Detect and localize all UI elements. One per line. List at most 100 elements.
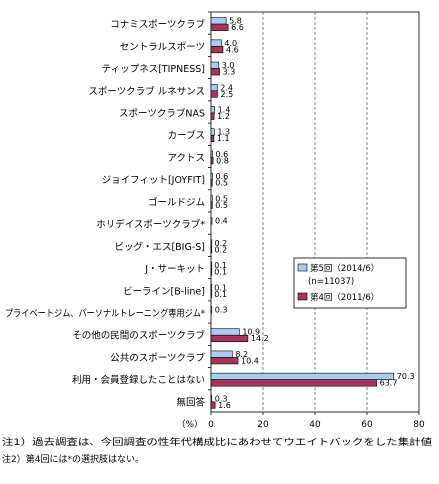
category-label: プライベートジム、パーソナルトレーニング専用ジム* <box>5 308 205 320</box>
category-label: スポーツクラブNAS <box>119 108 205 120</box>
x-tick-label: 20 <box>257 420 269 430</box>
bar-series-2 <box>210 401 216 409</box>
category-label: ホリデイスポーツクラブ* <box>96 219 205 231</box>
value-label: 0.1 <box>214 290 227 299</box>
value-label: 0.1 <box>214 268 227 277</box>
value-label: 14.2 <box>251 334 269 343</box>
value-label: 10.9 <box>242 328 260 337</box>
value-label: 1.1 <box>217 134 230 143</box>
value-label: 0.1 <box>214 261 227 270</box>
value-label: 1.3 <box>217 128 230 137</box>
category-label: アクトス <box>167 153 205 164</box>
category-label: 公共のスポーツクラブ <box>110 352 205 364</box>
value-label: 8.2 <box>235 350 248 359</box>
bar-series-2 <box>210 134 215 143</box>
x-tick-label: 80 <box>413 420 425 430</box>
value-label: 0.2 <box>215 245 228 254</box>
bar-series-2 <box>210 379 377 387</box>
bar-series-1 <box>210 350 233 358</box>
axes <box>208 11 420 415</box>
bar-series-2 <box>210 201 213 209</box>
bar-series-2 <box>210 68 220 76</box>
x-unit-label: （%） <box>176 419 203 430</box>
legend-swatch-series-2 <box>297 292 308 301</box>
value-label: 70.3 <box>397 372 415 381</box>
x-tick-label: 40 <box>309 420 321 430</box>
tick-labels: 0 20 40 60 80 <box>208 420 425 430</box>
value-label: 4.6 <box>226 45 239 54</box>
category-label: 無回答 <box>176 396 205 408</box>
value-label: 2.5 <box>221 90 234 99</box>
value-labels: 5.86.64.04.63.03.32.42.51.41.21.31.10.60… <box>214 17 414 410</box>
value-label: 0.3 <box>215 306 228 315</box>
value-label: 5.8 <box>229 17 242 26</box>
value-label: 0.6 <box>216 150 229 159</box>
value-label: 1.4 <box>218 106 231 115</box>
value-label: 1.6 <box>218 401 231 410</box>
category-label: コナミスポーツクラブ <box>110 19 205 31</box>
bar-series-1 <box>210 306 213 314</box>
bar-series-1 <box>210 17 227 25</box>
value-label: 1.2 <box>217 112 230 121</box>
bar-series-1 <box>210 83 218 92</box>
bar-series-1 <box>210 217 213 225</box>
value-label: 63.7 <box>380 379 398 388</box>
category-label: カーブス <box>168 130 205 142</box>
legend-box <box>293 257 407 309</box>
value-label: 0.1 <box>214 283 227 292</box>
category-label: ジョイフィット[JOYFIT] <box>102 175 205 186</box>
category-label: スポーツクラブ ルネサンス <box>88 85 205 97</box>
category-label: その他の民間のスポーツクラブ <box>72 330 205 342</box>
category-label: ティップネス[TIPNESS] <box>102 64 205 75</box>
value-label: 4.0 <box>224 39 237 48</box>
value-label: 0.4 <box>215 217 228 226</box>
value-label: 10.4 <box>241 356 259 365</box>
bar-series-1 <box>210 239 213 247</box>
legend-label-series-2: 第4回（2011/6） <box>310 292 379 303</box>
bar-series-2 <box>210 90 218 98</box>
bar-series-1 <box>210 328 240 336</box>
bar-series-2 <box>210 334 249 343</box>
bar-series-1 <box>210 372 395 380</box>
bar-series-1 <box>210 39 222 47</box>
bar-series-2 <box>210 157 214 165</box>
bar-series-1 <box>210 283 213 292</box>
value-label: 6.6 <box>231 23 244 32</box>
bar-series-1 <box>210 61 220 69</box>
value-label: 3.3 <box>223 68 236 77</box>
x-tick-label: 0 <box>208 420 214 430</box>
bar-series-2 <box>210 46 224 54</box>
value-label: 0.5 <box>215 201 228 210</box>
value-label: 0.5 <box>215 179 228 188</box>
footnote-1: 注1）過去調査は、今回調査の性年代構成比にあわせてウエイトバックをした集計値 <box>2 436 432 448</box>
bar-series-1 <box>210 395 213 403</box>
value-label: 0.2 <box>215 239 228 248</box>
legend-label-series-1: 第5回（2014/6） <box>310 263 379 274</box>
bars <box>210 17 395 409</box>
category-label: セントラルスポーツ <box>120 42 205 53</box>
category-label: ビーライン[B-line] <box>123 286 205 297</box>
bar-series-1 <box>210 128 215 136</box>
bar-series-2 <box>210 23 229 31</box>
category-label: J・サーキット <box>144 264 205 275</box>
bar-series-1 <box>210 106 215 114</box>
bar-series-2 <box>210 357 239 365</box>
bar-series-2 <box>210 268 213 276</box>
footnote-2: 注2）第4回には*の選択肢はない。 <box>2 453 144 465</box>
value-label: 2.4 <box>220 83 233 92</box>
category-label: ゴールドジム <box>148 196 205 208</box>
legend-swatch-series-1 <box>297 263 308 272</box>
value-label: 0.8 <box>216 156 229 165</box>
value-label: 0.6 <box>216 172 229 181</box>
bar-series-2 <box>210 246 213 254</box>
value-label: 0.5 <box>215 194 228 203</box>
bar-series-1 <box>210 195 213 203</box>
category-label: 利用・会員登録したことはない <box>72 374 205 386</box>
bar-series-2 <box>210 112 215 120</box>
x-tick-label: 60 <box>361 420 373 430</box>
category-label: ビッグ・エス[BIG-S] <box>114 241 205 253</box>
value-label: 3.0 <box>222 61 235 70</box>
bar-series-2 <box>210 290 213 298</box>
